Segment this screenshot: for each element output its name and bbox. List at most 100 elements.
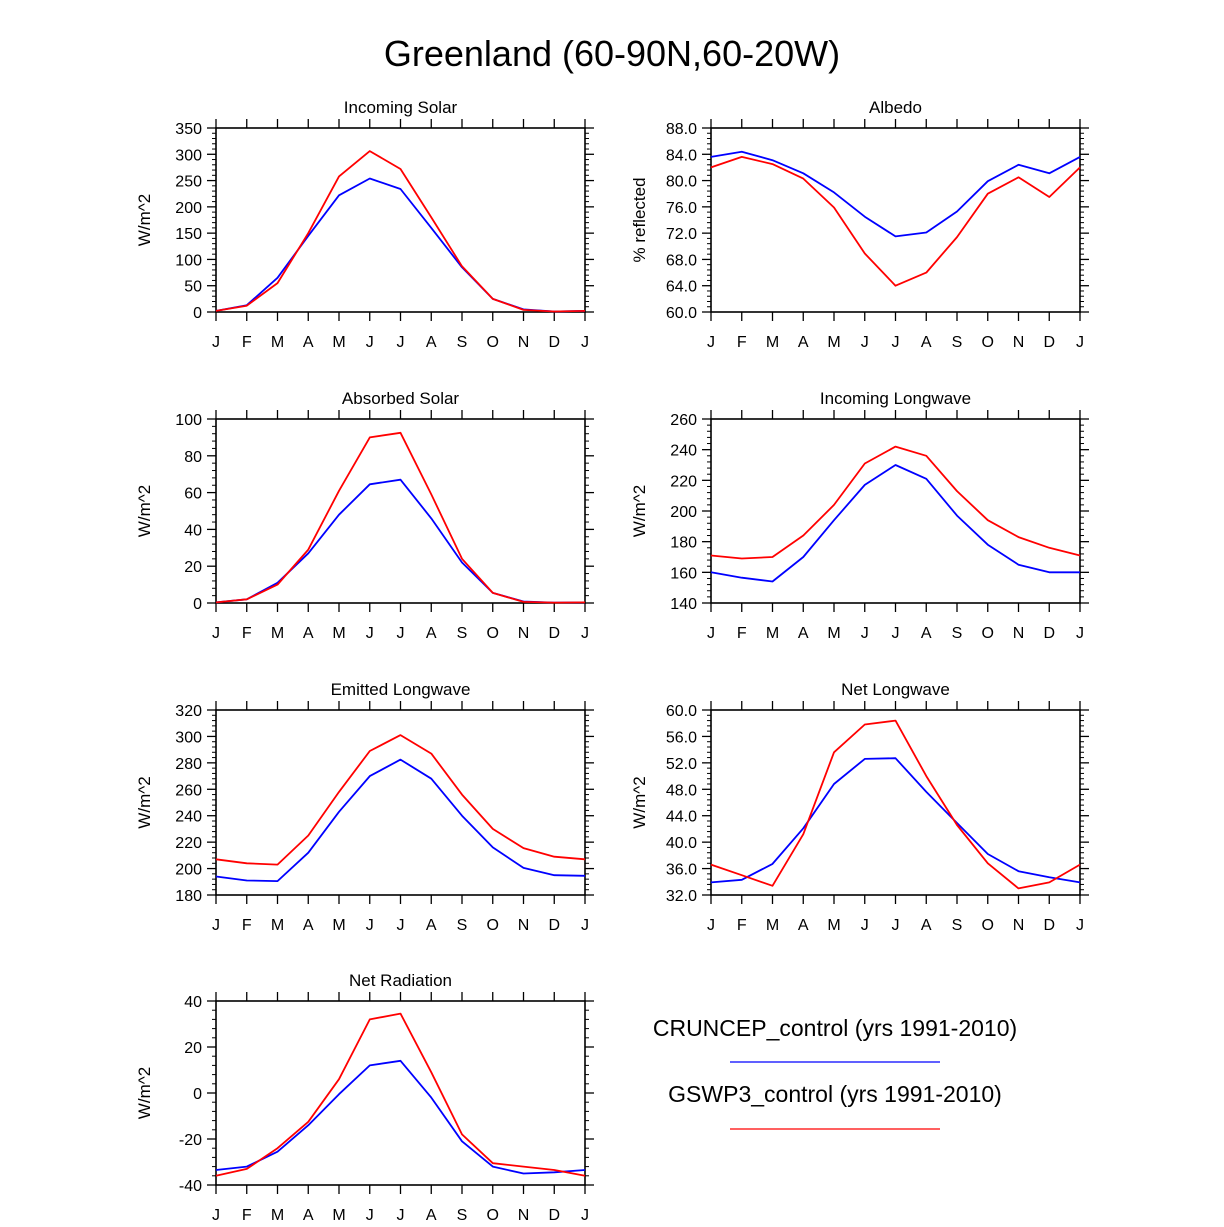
panel-title-emitted-longwave: Emitted Longwave	[331, 680, 471, 699]
x-tick-label: N	[1013, 917, 1025, 934]
y-tick-label: 52.0	[666, 756, 697, 773]
x-tick-label: F	[737, 625, 747, 642]
x-tick-label: M	[271, 334, 284, 351]
y-tick-label: 76.0	[666, 200, 697, 217]
x-tick-label: M	[827, 917, 840, 934]
y-tick-label: 240	[670, 443, 697, 460]
y-tick-label: 200	[175, 862, 202, 879]
x-tick-label: A	[426, 334, 437, 351]
y-tick-label: 80	[184, 449, 202, 466]
y-tick-label: 100	[175, 252, 202, 269]
y-axis-label-albedo: % reflected	[630, 177, 649, 262]
y-tick-label: 88.0	[666, 121, 697, 138]
x-tick-label: J	[861, 625, 869, 642]
plot-frame-absorbed-solar	[215, 418, 586, 604]
y-tick-label: 250	[175, 174, 202, 191]
x-tick-label: J	[212, 625, 220, 642]
x-tick-label: J	[581, 1207, 589, 1222]
x-tick-label: J	[397, 625, 405, 642]
x-tick-label: F	[242, 334, 252, 351]
x-tick-label: J	[1076, 625, 1084, 642]
panel-title-absorbed-solar: Absorbed Solar	[342, 389, 460, 408]
y-tick-label: -40	[179, 1178, 202, 1195]
x-tick-label: D	[548, 334, 560, 351]
y-tick-label: 0	[193, 305, 202, 322]
x-tick-label: O	[982, 334, 994, 351]
y-tick-label: 48.0	[666, 782, 697, 799]
y-tick-label: 180	[175, 888, 202, 905]
series-line-cruncep-control	[710, 464, 1080, 583]
x-tick-label: M	[332, 1207, 345, 1222]
y-tick-label: 40.0	[666, 835, 697, 852]
y-tick-label: 200	[670, 504, 697, 521]
x-tick-label: J	[366, 334, 374, 351]
x-tick-label: S	[457, 1207, 468, 1222]
series-line-cruncep-control	[710, 150, 1081, 238]
figure-title: Greenland (60-90N,60-20W)	[384, 33, 840, 74]
y-axis-label-absorbed-solar: W/m^2	[135, 485, 154, 537]
panel-net-longwave: Net Longwave J F M A M J J A S O N D J 32.0 36.0 40.0 44.…	[630, 680, 1089, 934]
x-tick-label: A	[426, 1207, 437, 1222]
x-tick-label: J	[581, 625, 589, 642]
y-tick-label: 44.0	[666, 809, 697, 826]
y-tick-label: 68.0	[666, 252, 697, 269]
series-line-gswp3-control	[215, 734, 586, 866]
panel-title-net-longwave: Net Longwave	[841, 680, 950, 699]
x-tick-label: F	[242, 1207, 252, 1222]
panel-title-albedo: Albedo	[869, 98, 922, 117]
series-line-gswp3-control	[215, 1012, 586, 1177]
x-tick-label: N	[1013, 334, 1025, 351]
y-tick-label: 200	[175, 200, 202, 217]
y-tick-label: 260	[175, 782, 202, 799]
y-tick-label: 220	[175, 835, 202, 852]
x-tick-label: A	[303, 917, 314, 934]
y-tick-label: 280	[175, 756, 202, 773]
y-tick-label: 140	[670, 596, 697, 613]
y-tick-label: 180	[670, 535, 697, 552]
x-tick-label: O	[487, 917, 499, 934]
series-line-cruncep-control	[215, 177, 586, 313]
x-tick-label: A	[798, 917, 809, 934]
y-tick-label: 320	[175, 703, 202, 720]
panel-net-radiation: Net Radiation J F M A M J J A S O N D J -40 -20 0 20 40 W/m…	[135, 971, 594, 1224]
x-tick-label: M	[271, 1207, 284, 1222]
x-tick-label: S	[457, 625, 468, 642]
x-tick-label: O	[982, 625, 994, 642]
x-tick-label: S	[952, 625, 963, 642]
series-line-gswp3-control	[215, 150, 586, 313]
x-tick-label: M	[766, 917, 779, 934]
x-tick-label: D	[1043, 334, 1055, 351]
x-tick-label: D	[548, 1207, 560, 1222]
x-tick-label: S	[457, 334, 468, 351]
x-tick-label: M	[332, 625, 345, 642]
x-tick-label: A	[921, 917, 932, 934]
y-tick-label: 150	[175, 226, 202, 243]
x-tick-label: S	[952, 917, 963, 934]
x-tick-label: M	[827, 334, 840, 351]
x-tick-label: M	[271, 625, 284, 642]
x-tick-label: F	[737, 917, 747, 934]
y-tick-label: 40	[184, 994, 202, 1011]
plot-frame-net-radiation	[215, 1000, 586, 1186]
panel-title-incoming-solar: Incoming Solar	[344, 98, 458, 117]
x-tick-label: A	[426, 625, 437, 642]
x-tick-label: J	[1076, 334, 1084, 351]
y-tick-label: 240	[175, 809, 202, 826]
panel-incoming-longwave: Incoming Longwave J F M A M J J A S O N D J 140 160 180 2…	[630, 389, 1089, 642]
x-tick-label: J	[707, 917, 715, 934]
x-tick-label: J	[581, 917, 589, 934]
x-tick-label: J	[366, 625, 374, 642]
x-tick-label: N	[1013, 625, 1025, 642]
x-tick-label: N	[518, 334, 530, 351]
y-axis-label-emitted-longwave: W/m^2	[135, 776, 154, 828]
series-line-gswp3-control	[710, 445, 1081, 560]
x-tick-label: A	[303, 625, 314, 642]
x-tick-label: A	[921, 625, 932, 642]
y-tick-label: 300	[175, 729, 202, 746]
y-axis-label-net-radiation: W/m^2	[135, 1067, 154, 1119]
x-tick-label: J	[212, 334, 220, 351]
x-tick-label: J	[397, 917, 405, 934]
y-tick-label: 80.0	[666, 174, 697, 191]
y-tick-label: 40	[184, 522, 202, 539]
